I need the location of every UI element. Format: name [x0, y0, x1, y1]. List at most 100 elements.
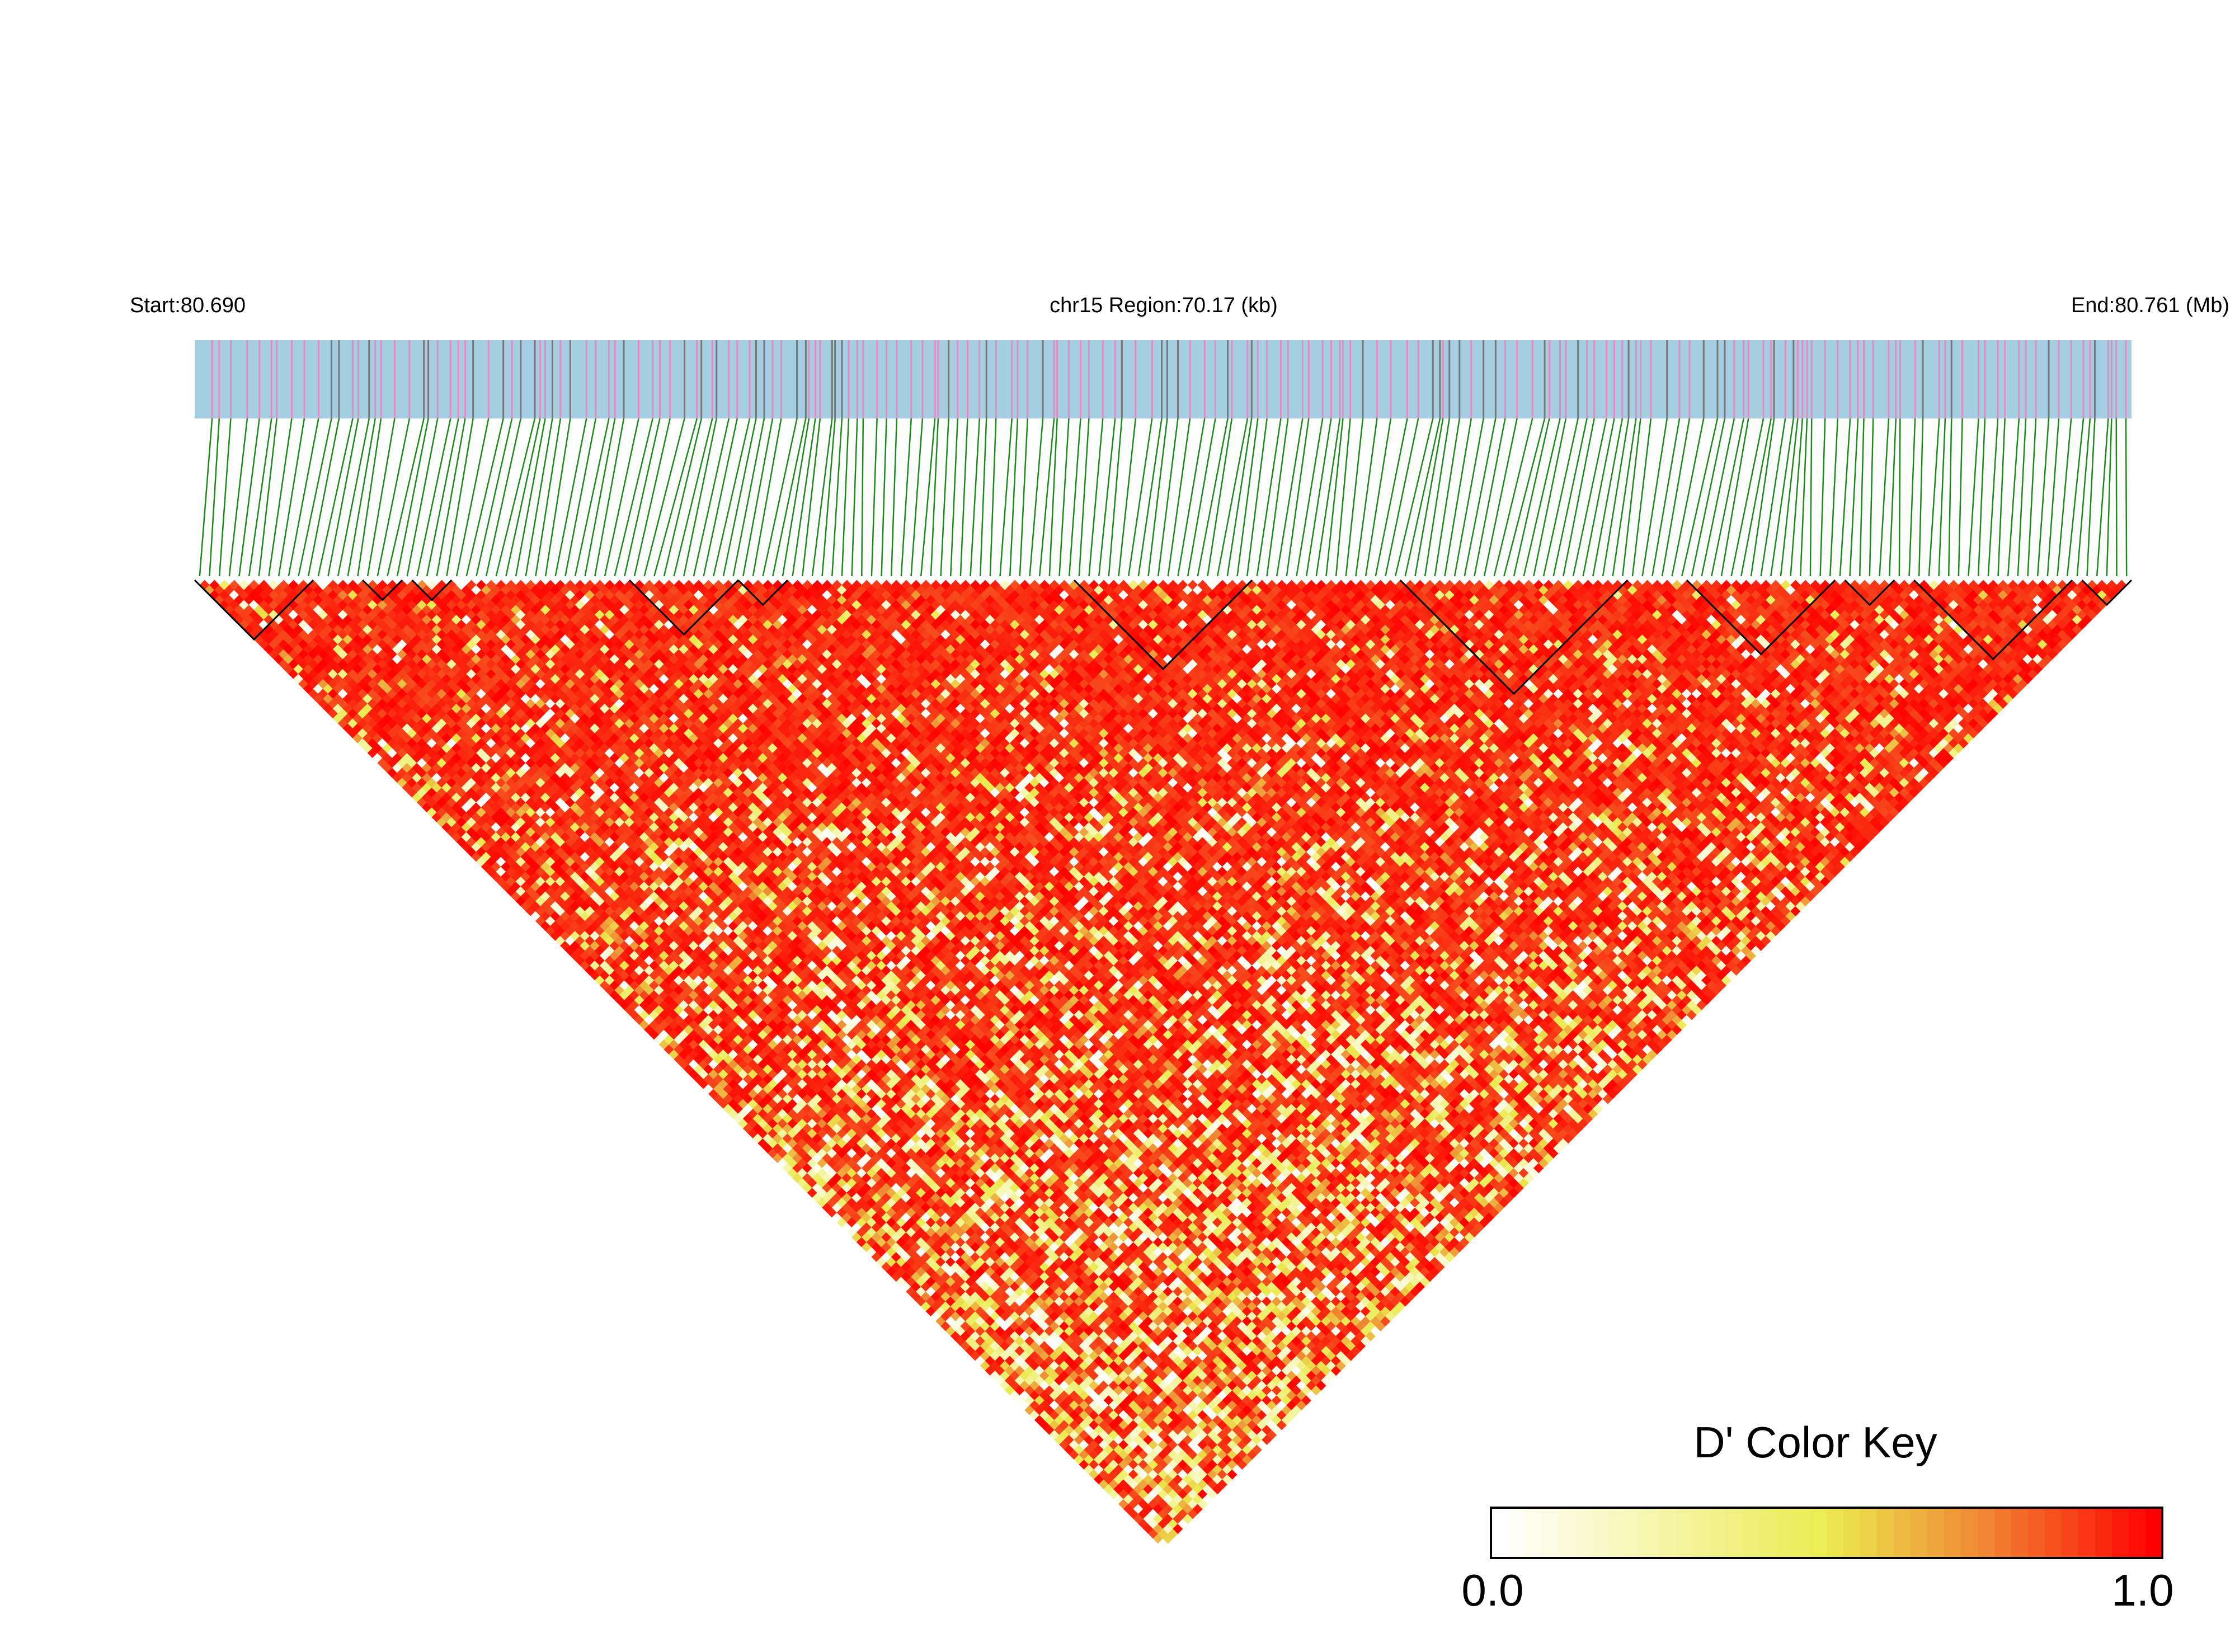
connector-line	[1829, 418, 1839, 577]
connector-line	[920, 418, 936, 577]
connector-line	[1918, 418, 1924, 577]
connector-line	[1503, 418, 1546, 577]
connector-line	[1809, 418, 1813, 577]
connector-line	[1157, 418, 1179, 577]
connector-line	[1434, 418, 1461, 577]
connector-line	[544, 418, 571, 577]
connector-line	[2036, 418, 2050, 577]
connector-line	[199, 418, 213, 577]
connector-line	[1315, 418, 1341, 577]
connector-line	[772, 418, 807, 577]
connector-line	[347, 418, 376, 577]
connector-line	[1790, 418, 1804, 577]
connector-line	[535, 418, 562, 577]
connector-line	[732, 418, 765, 577]
connector-line	[1118, 418, 1137, 577]
connector-line	[871, 418, 878, 577]
connector-line	[1947, 418, 1952, 577]
connector-line	[515, 418, 546, 577]
connector-line	[1305, 418, 1332, 577]
connector-line	[1207, 418, 1233, 577]
connector-line	[930, 418, 939, 577]
connector-line	[1038, 418, 1055, 577]
connector-line	[416, 418, 451, 577]
connector-line	[1493, 418, 1533, 577]
connector-line	[1127, 418, 1153, 577]
connector-line	[1019, 418, 1028, 577]
connector-line	[307, 418, 340, 577]
connector-line	[1631, 418, 1652, 577]
connector-line	[1424, 418, 1450, 577]
connector-line	[1068, 418, 1081, 577]
connector-line	[1078, 418, 1090, 577]
connector-line	[277, 418, 305, 577]
connector-line	[811, 418, 833, 577]
region-start-label: Start:80.690	[130, 294, 246, 317]
connector-line	[1968, 418, 1979, 577]
connector-line	[1464, 418, 1497, 577]
variant-ticks	[211, 340, 2127, 418]
connector-line	[1849, 418, 1859, 577]
connector-line	[821, 418, 836, 577]
connector-line	[1009, 418, 1019, 577]
connector-line	[238, 418, 260, 577]
connector-line	[1720, 418, 1749, 577]
connector-line	[2057, 418, 2072, 577]
connector-line	[1552, 418, 1588, 577]
connector-line	[248, 418, 272, 577]
connector-line	[465, 418, 504, 577]
connector-line	[999, 418, 1013, 577]
connector-line	[485, 418, 522, 577]
connector-line	[574, 418, 610, 577]
connector-line	[1474, 418, 1506, 577]
connector-line	[1869, 418, 1874, 577]
connector-line	[1542, 418, 1579, 577]
connector-line	[2115, 418, 2118, 577]
connector-line	[604, 418, 639, 577]
connector-line	[584, 418, 616, 577]
connector-line	[2017, 418, 2027, 577]
connector-line	[1246, 418, 1268, 577]
connector-line	[366, 418, 396, 577]
connector-line	[693, 418, 730, 577]
connector-line	[851, 418, 858, 577]
connector-line	[1375, 418, 1408, 577]
connector-line	[2086, 418, 2096, 577]
connector-line	[713, 418, 751, 577]
connector-line	[831, 418, 843, 577]
connector-line	[495, 418, 536, 577]
connector-line	[624, 418, 661, 577]
connector-line	[683, 418, 717, 577]
connector-line	[298, 418, 332, 577]
connector-line	[1602, 418, 1630, 577]
connector-line	[1780, 418, 1799, 577]
connector-line	[1325, 418, 1344, 577]
connector-line	[1938, 418, 1946, 577]
connector-line	[1859, 418, 1865, 577]
connector-line	[1819, 418, 1826, 577]
connector-line	[1572, 418, 1607, 577]
region-end-label: End:80.761 (Mb)	[2071, 294, 2229, 317]
connector-line	[228, 418, 248, 577]
connector-line	[1740, 418, 1772, 577]
connector-line	[337, 418, 370, 577]
connector-line	[357, 418, 382, 577]
connector-line	[959, 418, 968, 577]
connector-line	[476, 418, 513, 577]
connector-line	[940, 418, 949, 577]
connector-line	[1108, 418, 1123, 577]
connector-line	[653, 418, 698, 577]
connector-line	[1414, 418, 1444, 577]
connector-line	[989, 418, 997, 577]
connector-line	[218, 418, 232, 577]
connector-line	[1266, 418, 1289, 577]
connector-line	[426, 418, 459, 577]
connector-line	[633, 418, 671, 577]
connector-line	[2066, 418, 2085, 577]
connector-line	[1701, 418, 1735, 577]
connector-line	[673, 418, 713, 577]
chromosome-track	[195, 340, 2132, 418]
connector-line	[396, 418, 429, 577]
connector-line	[1928, 418, 1940, 577]
connector-line	[1691, 418, 1726, 577]
